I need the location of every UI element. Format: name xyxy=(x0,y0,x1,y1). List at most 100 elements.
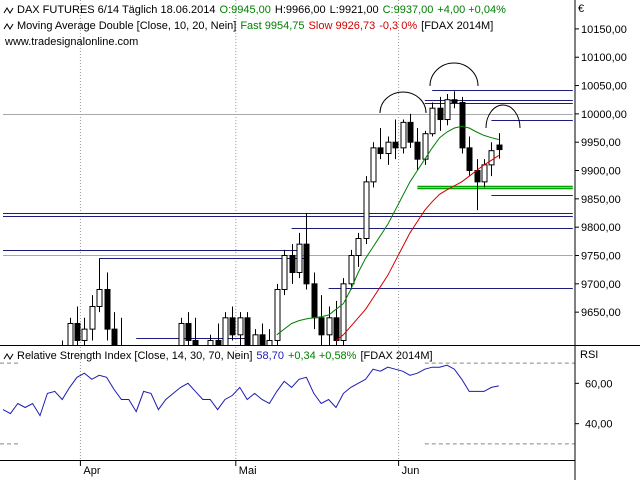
x-tick-label: Jun xyxy=(402,465,420,477)
candle-body xyxy=(451,99,458,104)
candle-body xyxy=(89,305,96,330)
candle-body xyxy=(474,170,481,183)
candle-body xyxy=(414,141,421,160)
candle-body xyxy=(481,164,488,183)
icon xyxy=(3,7,14,14)
candle-body xyxy=(444,99,451,121)
quote: C:9937,00 xyxy=(383,4,434,16)
y-tick-label: 9900,00 xyxy=(581,166,621,178)
candle-body xyxy=(326,317,333,336)
arc xyxy=(429,62,479,87)
currency-label: € xyxy=(578,3,584,15)
candle-body xyxy=(237,317,244,336)
indicator-header: Moving Average Double [Close, 10, 20, Ne… xyxy=(17,20,493,32)
y-tick-label: 9750,00 xyxy=(581,250,621,262)
candle-body xyxy=(377,147,384,155)
candle-body xyxy=(185,322,192,341)
price-panel xyxy=(3,0,573,345)
rsi-value: 58,70 xyxy=(256,350,284,362)
title: DAX FUTURES 6/14 Täglich 18.06.2014 xyxy=(17,4,216,16)
price-header: DAX FUTURES 6/14 Täglich 18.06.2014 O:994… xyxy=(17,4,506,16)
candle-body xyxy=(192,339,199,345)
candle-body xyxy=(111,328,118,345)
arc xyxy=(379,91,427,114)
symbol: [FDAX 2014M] xyxy=(360,350,432,362)
candle-body xyxy=(222,317,229,345)
candle-body xyxy=(104,288,111,330)
indicator: Moving Average Double [Close, 10, 20, Ne… xyxy=(17,20,236,32)
candle-body xyxy=(400,121,407,149)
candle-body xyxy=(274,288,281,341)
candle-body xyxy=(488,150,495,166)
candle-body xyxy=(311,283,318,319)
y-tick-label: 60,00 xyxy=(585,378,613,390)
rsi-axis-label: RSI xyxy=(580,349,598,361)
y-tick-label: 40,00 xyxy=(585,419,613,431)
y-tick-label: 10050,00 xyxy=(581,81,627,93)
candle-body xyxy=(392,141,399,149)
candle-body xyxy=(259,334,266,345)
y-tick-label: 9950,00 xyxy=(581,137,621,149)
candle-body xyxy=(303,243,310,285)
rsi-panel xyxy=(0,347,575,460)
candle-body xyxy=(289,254,296,273)
rsi-header: Relative Strength Index [Close, 14, 30, … xyxy=(17,350,433,362)
candle-body xyxy=(266,339,273,345)
source: www.tradesignalonline.com xyxy=(4,36,138,48)
y-tick-label: 9800,00 xyxy=(581,222,621,234)
icon xyxy=(3,23,14,30)
candle-body xyxy=(429,107,436,135)
candle-body xyxy=(74,322,81,341)
quote: O:9945,00 xyxy=(220,4,271,16)
candle-body xyxy=(355,237,362,256)
rsi-title: Relative Strength Index [Close, 14, 30, … xyxy=(17,350,252,362)
y-tick-label: 9700,00 xyxy=(581,279,621,291)
candle-body xyxy=(318,317,325,336)
rsi-line xyxy=(2,364,499,417)
candle-body xyxy=(437,107,444,121)
quote: +4,00 +0,04% xyxy=(437,4,506,16)
candle-body xyxy=(67,322,74,345)
candle-body xyxy=(422,133,429,160)
candle-body xyxy=(81,328,88,341)
indicator-value: Fast 9954,75 xyxy=(240,20,304,32)
candle-body xyxy=(340,283,347,341)
x-tick-label: Apr xyxy=(83,465,100,477)
candle-body xyxy=(363,181,370,239)
candle-body xyxy=(385,141,392,155)
candle-body xyxy=(207,339,214,345)
candle-body xyxy=(466,147,473,172)
candle-body xyxy=(459,102,466,149)
arc xyxy=(485,104,521,129)
candle-body xyxy=(496,144,503,151)
candle-body xyxy=(281,254,288,290)
candle-body xyxy=(244,317,251,345)
icon xyxy=(3,353,14,360)
y-tick-label: 10100,00 xyxy=(581,52,627,64)
candle-body xyxy=(215,339,222,345)
candle-body xyxy=(333,317,340,341)
indicator-value: Slow 9926,73 xyxy=(309,20,376,32)
candle-body xyxy=(252,334,259,345)
quote: H:9966,00 xyxy=(275,4,326,16)
y-tick-label: 9650,00 xyxy=(581,307,621,319)
candle-body xyxy=(407,121,414,143)
pattern-arcs xyxy=(379,62,521,129)
candle-body xyxy=(296,243,303,273)
quote: L:9921,00 xyxy=(330,4,379,16)
moving-average xyxy=(335,154,500,341)
candle-body xyxy=(229,317,236,336)
rsi-change: +0,34 +0,58% xyxy=(288,350,357,362)
candle-body xyxy=(178,322,185,345)
candle-body xyxy=(370,147,377,183)
indicator-value: -0,3 0% xyxy=(379,20,417,32)
y-tick-label: 10150,00 xyxy=(581,24,627,36)
candle-body xyxy=(348,254,355,285)
candle-body xyxy=(96,288,103,307)
symbol: [FDAX 2014M] xyxy=(421,20,493,32)
moving-average xyxy=(276,125,499,336)
y-tick-label: 10000,00 xyxy=(581,109,627,121)
